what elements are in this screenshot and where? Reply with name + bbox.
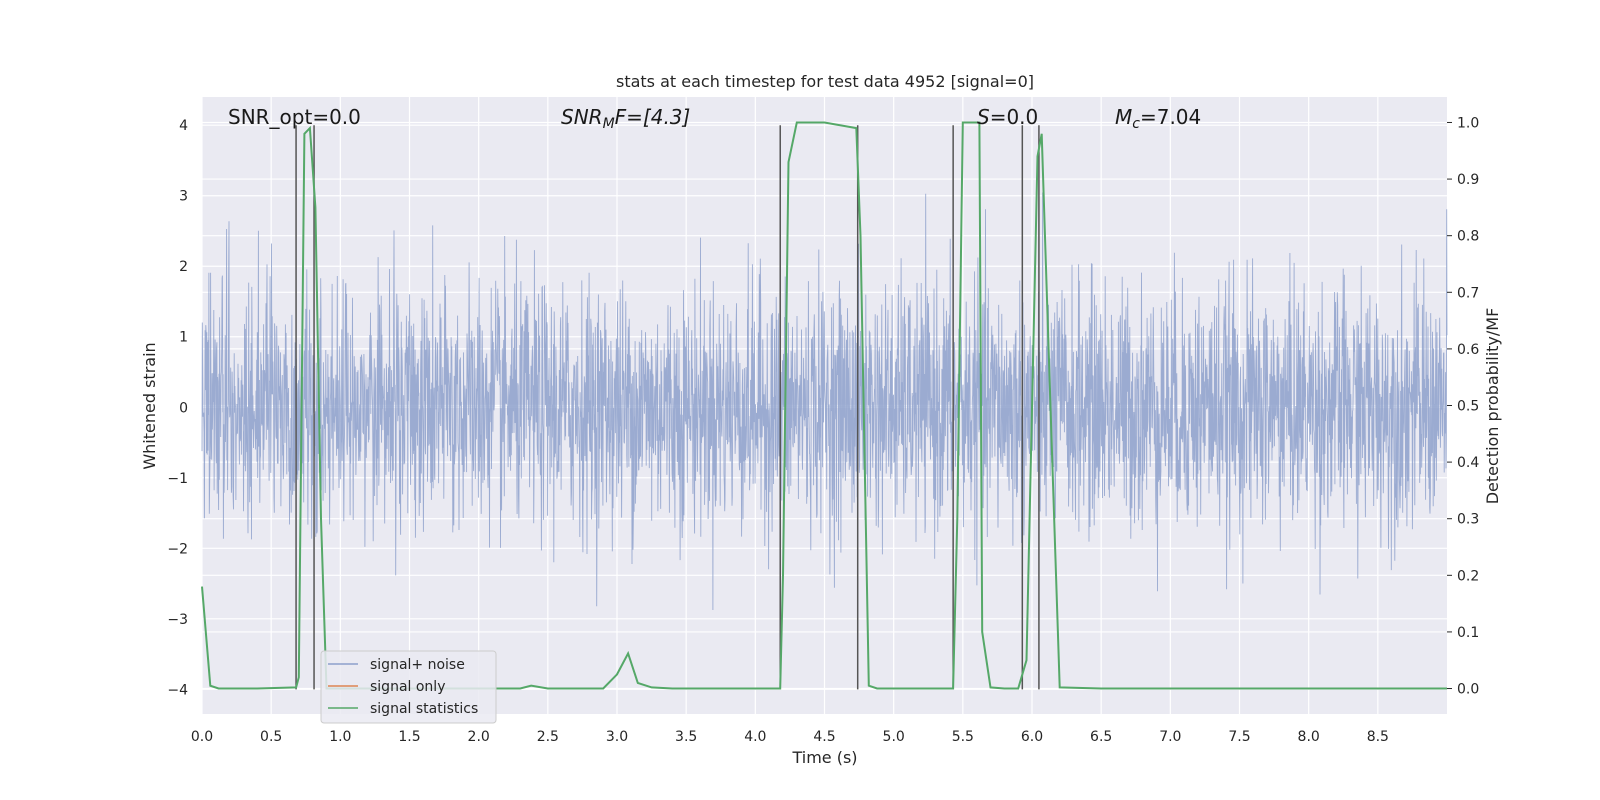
y-left-tick-label: −1 [167, 471, 188, 487]
legend-label-signal-only: signal only [370, 679, 445, 695]
x-tick-label: 1.5 [398, 729, 420, 745]
x-tick-label: 2.0 [468, 729, 490, 745]
y-left-tick-label: −4 [167, 682, 188, 698]
y-left-tick-label: 0 [179, 400, 188, 416]
legend-box [320, 650, 497, 724]
x-tick-label: 1.0 [329, 729, 351, 745]
signal-statistics-line [201, 121, 1447, 690]
y-left-tick-label: 1 [179, 330, 188, 346]
y-right-tick-labels: 0.0 0.1 0.2 0.3 0.4 0.5 0.6 0.7 0.8 0.9 1.0 [1447, 115, 1479, 698]
annotation-s: S=0.0 [977, 105, 1038, 129]
x-tick-label: 4.0 [744, 729, 766, 745]
y-left-tick-label: 3 [179, 189, 188, 205]
y-left-tick-label: −2 [167, 541, 188, 557]
y-right-tick-label: 0.9 [1457, 172, 1479, 188]
x-tick-label: 5.5 [952, 729, 974, 745]
x-tick-labels: 0.0 0.5 1.0 1.5 2.0 2.5 3.0 3.5 4.0 4.5 5.0 5.5 6.0 6… [191, 729, 1389, 745]
legend-label-signal-noise: signal+ noise [370, 657, 465, 673]
x-tick-label: 3.5 [675, 729, 697, 745]
signal-noise-line [201, 192, 1448, 611]
y-right-tick-label: 0.1 [1457, 625, 1479, 641]
y-left-tick-labels: −4 −3 −2 −1 0 1 2 3 4 [167, 118, 188, 698]
y-right-tick-label: 0.6 [1457, 342, 1479, 358]
y-right-tick-label: 0.4 [1457, 455, 1479, 471]
y-right-tick-label: 0.5 [1457, 399, 1479, 415]
x-tick-label: 7.0 [1159, 729, 1181, 745]
y-left-tick-label: −3 [167, 612, 188, 628]
annotation-mc: Mc=7.04 [1115, 105, 1201, 132]
vertical-markers [295, 125, 1040, 690]
y-right-tick-label: 0.7 [1457, 285, 1479, 301]
x-tick-label: 3.0 [606, 729, 628, 745]
signal-statistics-series [201, 121, 1447, 690]
signal-noise-series [201, 192, 1448, 611]
y-right-axis-label: Detection probability/MF [1483, 308, 1502, 505]
legend-label-signal-statistics: signal statistics [370, 701, 478, 717]
chart-title: stats at each timestep for test data 495… [616, 72, 1034, 91]
x-tick-label: 5.0 [883, 729, 905, 745]
x-tick-label: 0.5 [260, 729, 282, 745]
annotation-snr-opt: SNR_opt=0.0 [228, 105, 361, 129]
x-tick-label: 8.5 [1367, 729, 1389, 745]
x-tick-label: 2.5 [537, 729, 559, 745]
x-tick-label: 6.5 [1090, 729, 1112, 745]
legend: signal+ noise signal only signal statist… [320, 650, 497, 724]
x-tick-label: 7.5 [1228, 729, 1250, 745]
y-left-tick-label: 2 [179, 259, 188, 275]
x-tick-label: 8.0 [1298, 729, 1320, 745]
y-left-axis-label: Whitened strain [140, 342, 159, 469]
x-axis-label: Time (s) [791, 748, 857, 767]
annotation-snr-mf: SNRMF=[4.3] [561, 105, 690, 132]
x-tick-label: 6.0 [1021, 729, 1043, 745]
y-right-tick-label: 0.2 [1457, 568, 1479, 584]
y-right-tick-label: 0.8 [1457, 229, 1479, 245]
y-right-tick-label: 1.0 [1457, 115, 1479, 131]
x-tick-label: 0.0 [191, 729, 213, 745]
y-right-tick-label: 0.0 [1457, 682, 1479, 698]
y-left-tick-label: 4 [179, 118, 188, 134]
x-tick-label: 4.5 [813, 729, 835, 745]
y-right-tick-label: 0.3 [1457, 512, 1479, 528]
